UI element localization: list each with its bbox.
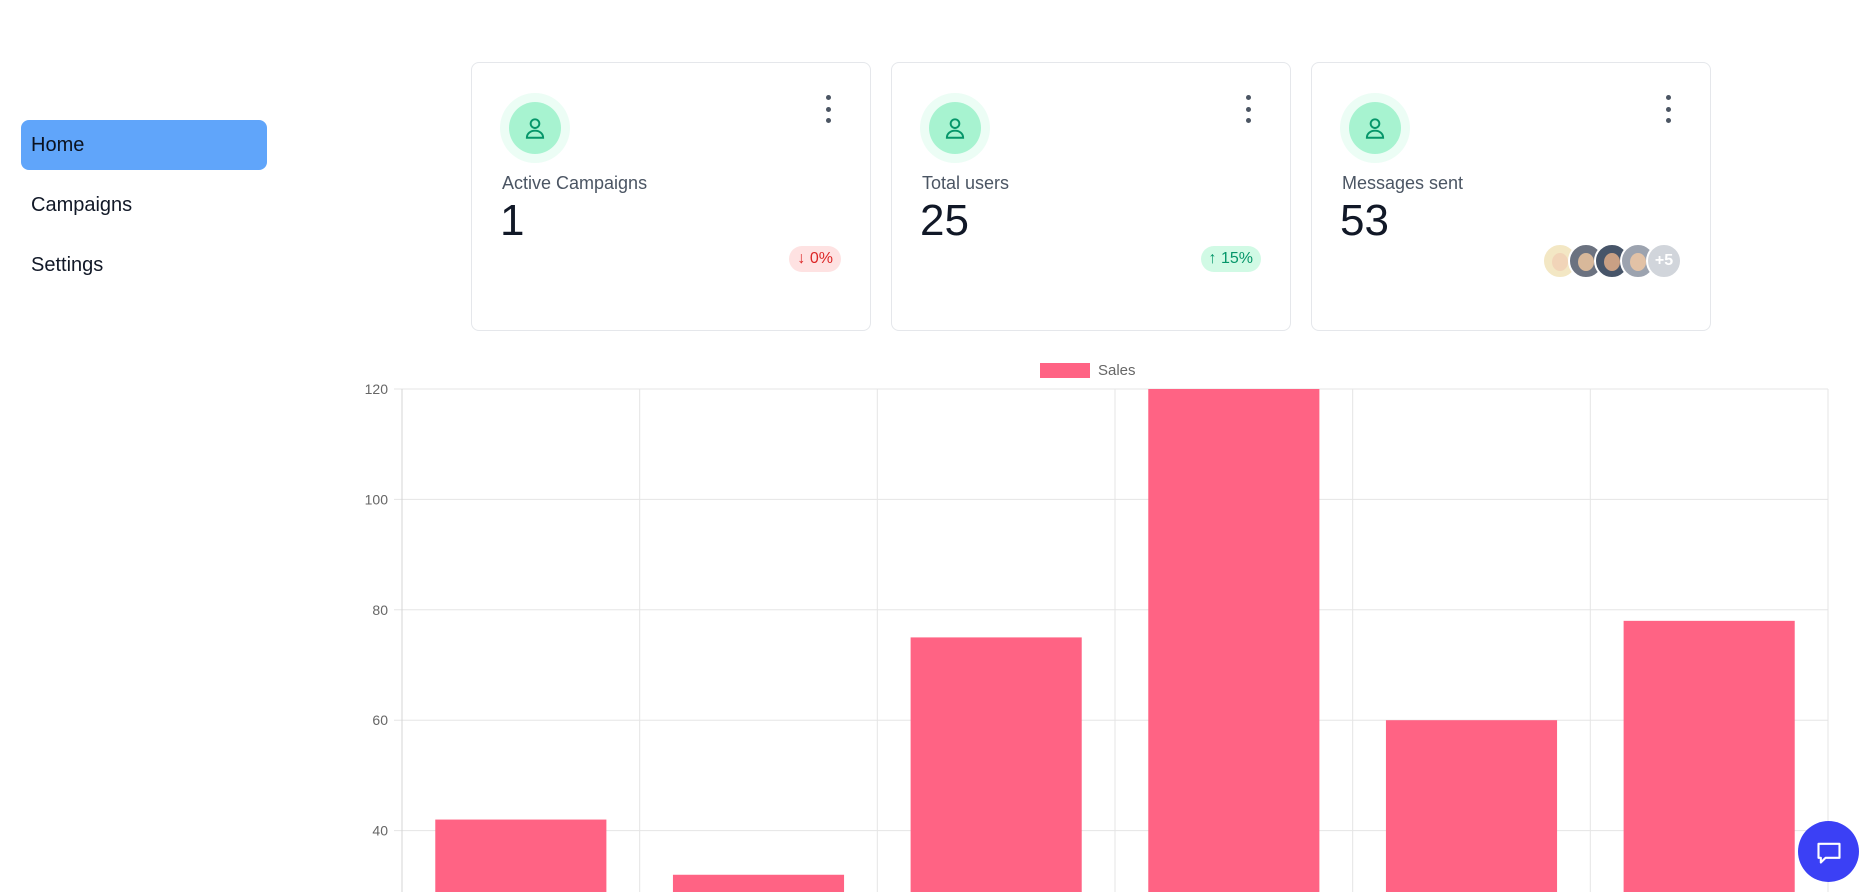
more-options-button[interactable]	[1662, 95, 1674, 123]
sidebar: Home Campaigns Settings	[21, 120, 267, 300]
stat-value: 53	[1340, 196, 1389, 245]
y-tick-label: 120	[365, 381, 389, 397]
chart-legend[interactable]: Sales	[1040, 362, 1136, 379]
avatar-more: +5	[1646, 243, 1682, 279]
chat-button[interactable]	[1798, 821, 1859, 882]
sales-chart: Sales 120 100 80 60 40	[350, 355, 1830, 892]
stat-card-total-users: Total users 25 ↑ 15%	[891, 62, 1291, 331]
stat-value: 25	[920, 196, 969, 245]
sidebar-item-campaigns[interactable]: Campaigns	[31, 194, 133, 216]
change-badge: ↓ 0%	[789, 246, 841, 272]
sidebar-item-settings[interactable]: Settings	[31, 254, 104, 276]
stat-label: Active Campaigns	[502, 173, 648, 193]
legend-label: Sales	[1098, 362, 1136, 379]
user-icon	[500, 93, 570, 163]
chat-icon	[1816, 842, 1841, 864]
bar	[1148, 389, 1320, 892]
user-icon	[1340, 93, 1410, 163]
more-options-button[interactable]	[1242, 95, 1254, 123]
user-icon	[920, 93, 990, 163]
more-options-button[interactable]	[822, 95, 834, 123]
change-badge: ↑ 15%	[1200, 246, 1261, 272]
y-tick-label: 60	[372, 712, 388, 728]
sidebar-item-home[interactable]: Home	[21, 120, 267, 170]
stat-card-messages-sent: Messages sent 53 +5	[1311, 62, 1711, 331]
legend-swatch	[1040, 363, 1090, 378]
bar-chart: 120 100 80 60 40	[365, 381, 1829, 892]
bar	[1385, 720, 1558, 892]
avatar-group[interactable]: +5	[1542, 243, 1682, 279]
y-tick-label: 80	[372, 602, 388, 618]
bar	[672, 874, 845, 892]
bar	[1623, 620, 1795, 892]
y-tick-label: 100	[365, 491, 389, 507]
stat-label: Total users	[922, 173, 1010, 193]
stat-label: Messages sent	[1342, 173, 1464, 193]
bar	[435, 819, 607, 892]
stat-value: 1	[500, 196, 525, 245]
stat-card-active-campaigns: Active Campaigns 1 ↓ 0%	[471, 62, 871, 331]
bar	[910, 637, 1082, 892]
y-tick-label: 40	[372, 823, 388, 839]
